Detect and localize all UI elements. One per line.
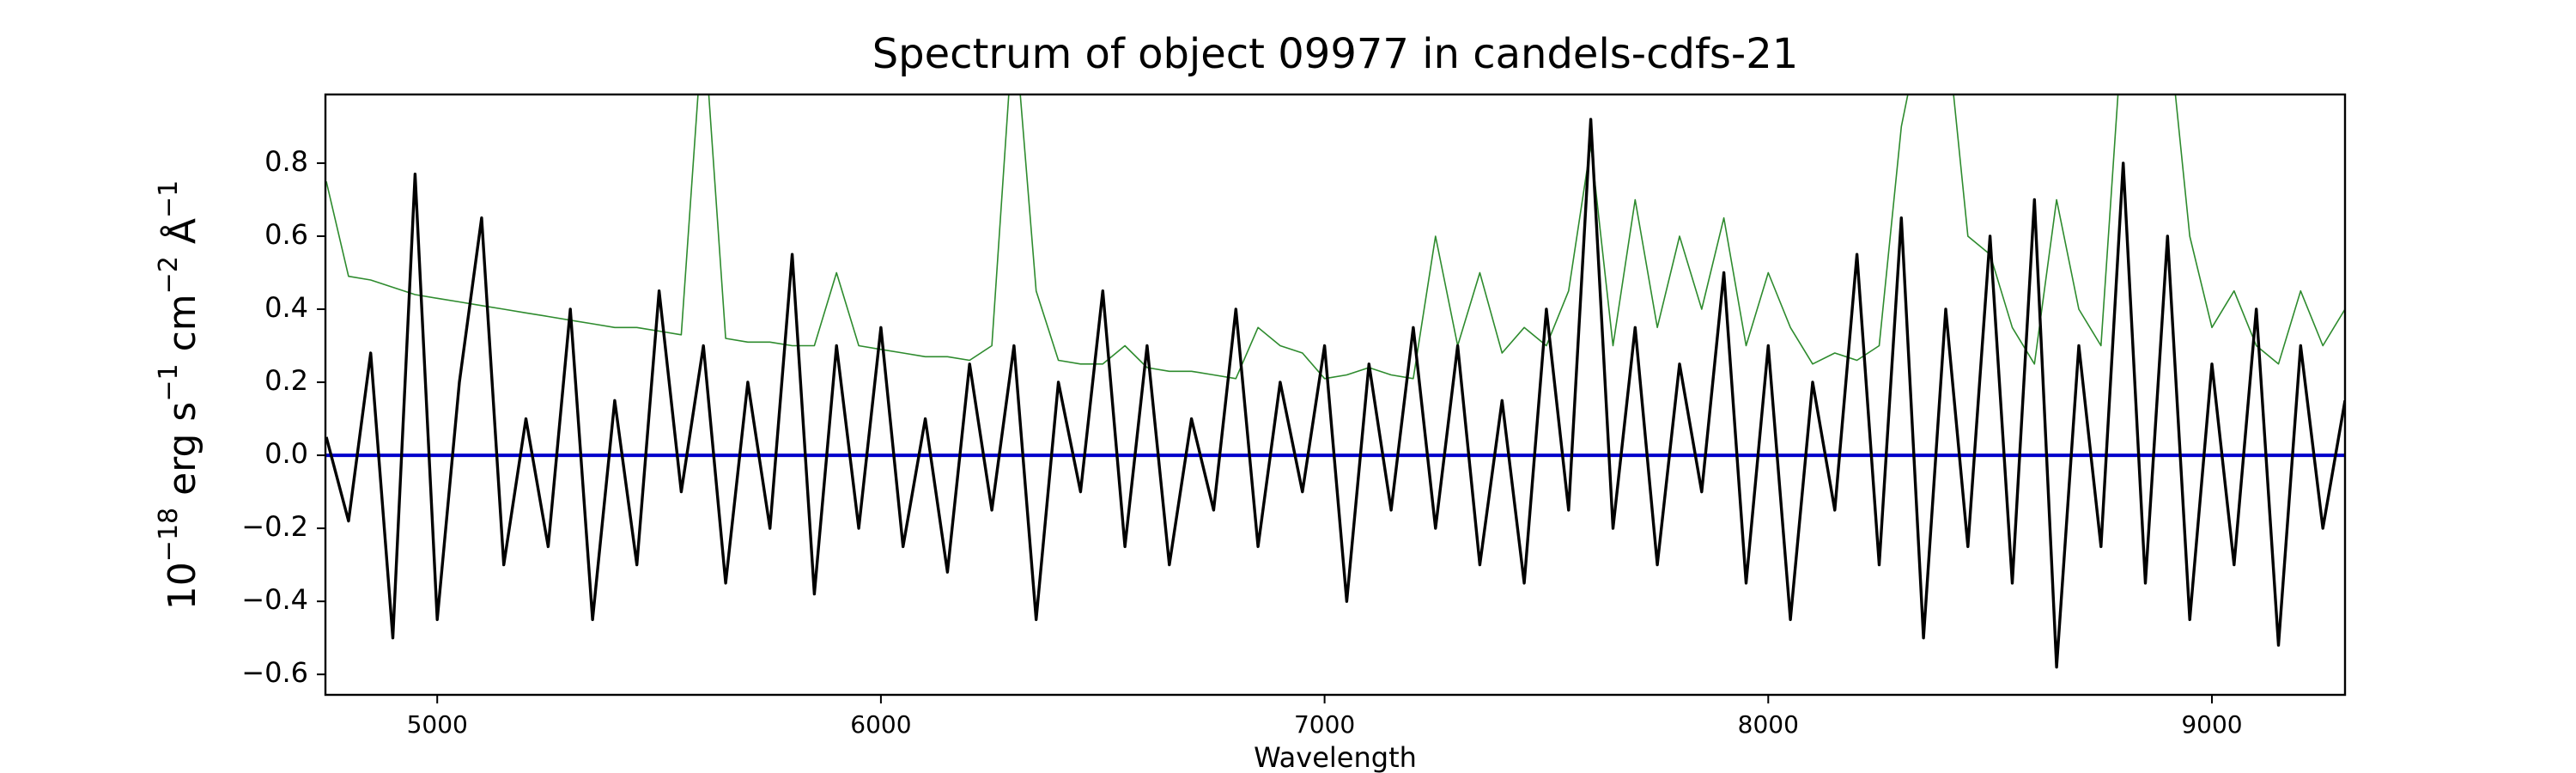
x-tick-label: 7000 bbox=[1294, 710, 1355, 739]
y-axis-label: 10−18 erg s−1 cm−2 Å−1 bbox=[154, 180, 204, 610]
chart-title: Spectrum of object 09977 in candels-cdfs… bbox=[872, 30, 1799, 78]
x-tick-label: 8000 bbox=[1738, 710, 1799, 739]
y-tick-label: 0.0 bbox=[264, 437, 308, 470]
y-label-part: Å bbox=[159, 218, 204, 256]
y-label-exponent: −18 bbox=[154, 508, 184, 562]
y-tick-label: −0.6 bbox=[241, 656, 308, 689]
y-label-part: erg s bbox=[161, 402, 204, 508]
y-label-exponent: −1 bbox=[154, 363, 184, 401]
plot-frame bbox=[324, 93, 2347, 697]
y-tick-label: 0.6 bbox=[264, 218, 308, 251]
x-axis-label: Wavelength bbox=[1254, 741, 1417, 773]
plot-area bbox=[325, 94, 2345, 669]
y-tick-label: −0.2 bbox=[241, 510, 308, 543]
x-tick-label: 9000 bbox=[2181, 710, 2242, 739]
y-tick-label: 0.2 bbox=[264, 364, 308, 397]
x-tick-label: 5000 bbox=[407, 710, 468, 739]
axes: 5000 6000 7000 8000 9000 −0.6 −0.4 −0.2 0.0 0.2 0.… bbox=[241, 93, 2347, 739]
y-label-exponent: −1 bbox=[154, 180, 184, 218]
y-tick-label: −0.4 bbox=[241, 583, 308, 616]
x-tick-label: 6000 bbox=[850, 710, 911, 739]
y-tick-label: 0.4 bbox=[264, 291, 308, 324]
y-label-part: cm bbox=[161, 294, 204, 363]
y-label-exponent: −2 bbox=[154, 256, 184, 294]
y-label-part: 10 bbox=[161, 562, 204, 610]
y-tick-label: 0.8 bbox=[264, 145, 308, 178]
series-line bbox=[325, 118, 2345, 669]
